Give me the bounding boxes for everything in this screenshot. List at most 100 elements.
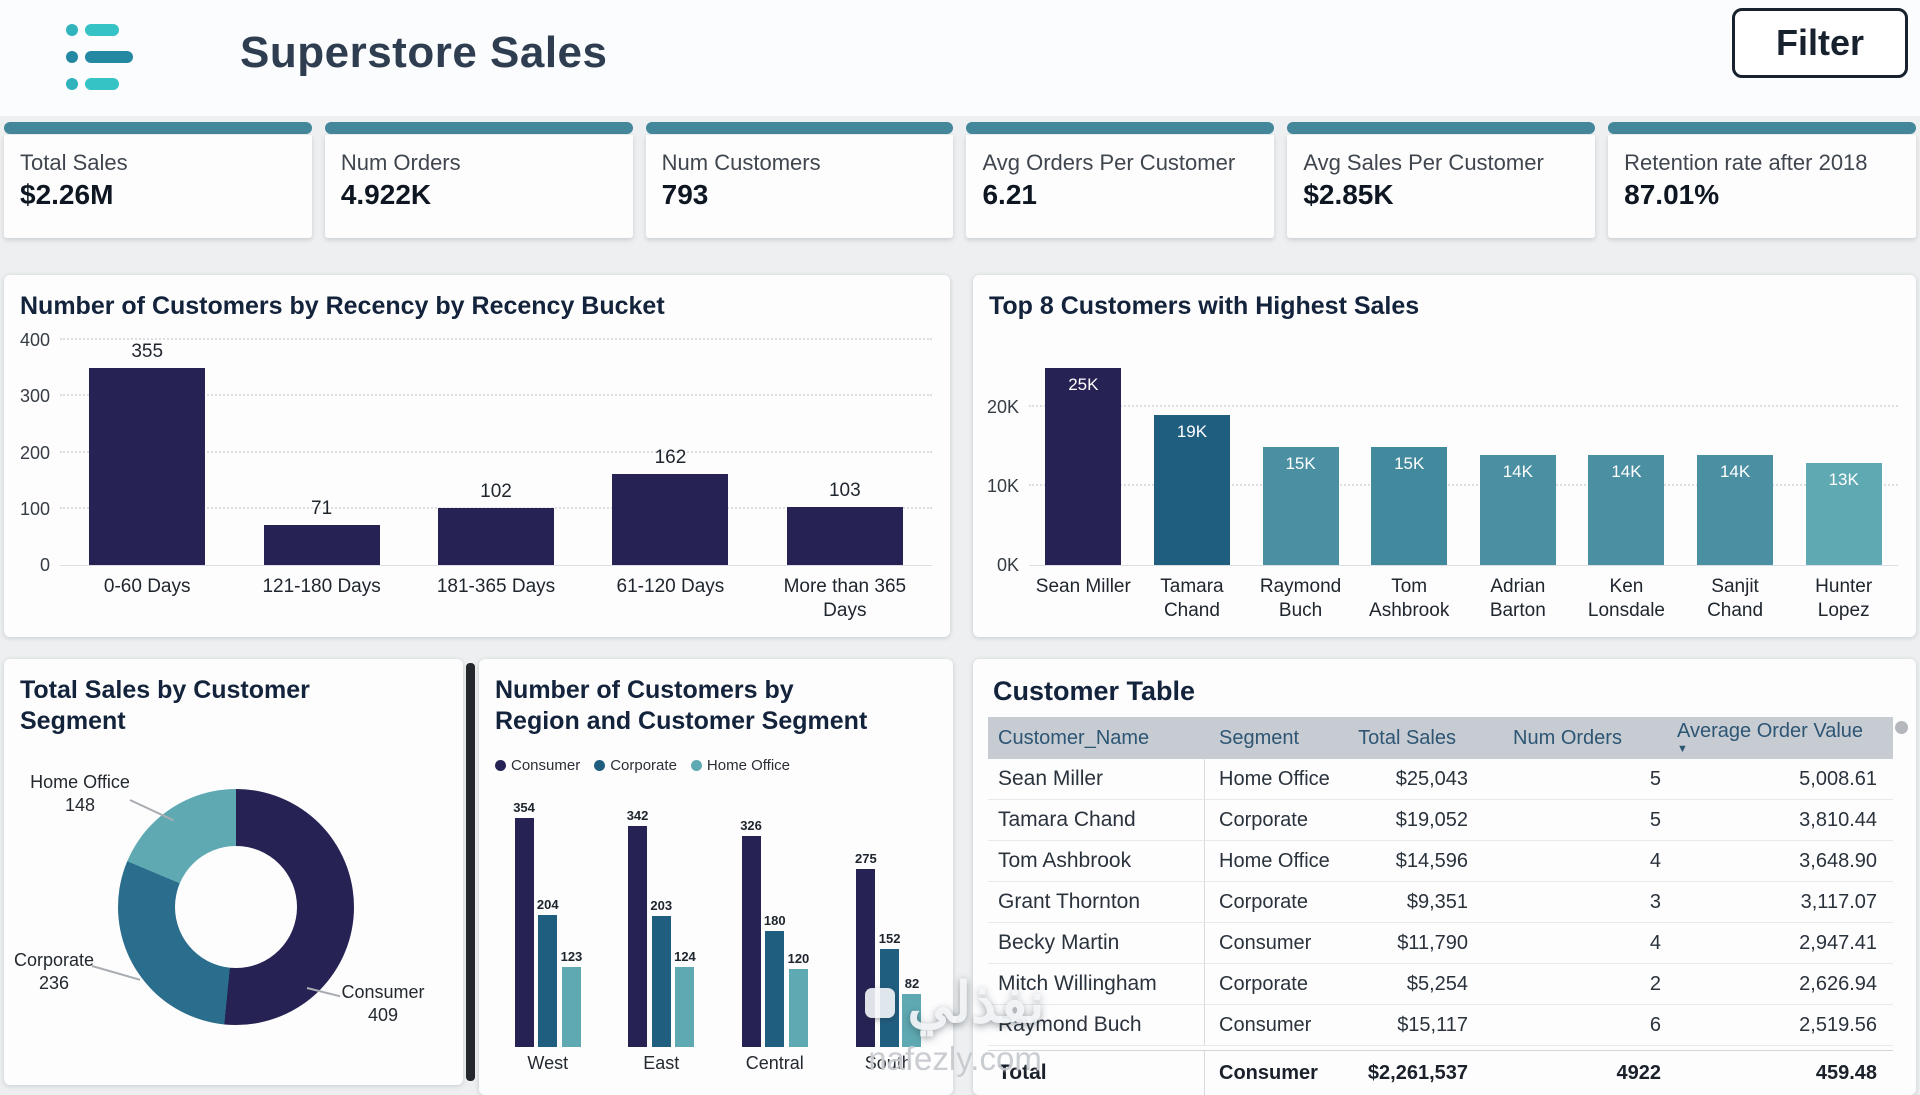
table-row[interactable]: Grant Thornton Corporate $9,351 3 3,117.07	[988, 882, 1893, 923]
bar-tamara-chand[interactable]: 19K	[1153, 415, 1230, 565]
table-cell: 2,947.41	[1799, 931, 1877, 954]
bar-value-label: 180	[763, 912, 786, 928]
column-header-customer-name[interactable]: Customer_Name	[998, 726, 1150, 749]
bar-column: 15K	[1355, 335, 1464, 565]
bar-value-label: 203	[650, 897, 673, 913]
bar-tom-ashbrook[interactable]: 15K	[1371, 446, 1448, 565]
kpi-card-total-sales: Total Sales $2.26M	[4, 122, 312, 238]
table-row[interactable]: Mitch Willingham Corporate $5,254 2 2,626.94	[988, 964, 1893, 1005]
column-header-average-order-value[interactable]: Average Order Value ▼	[1665, 717, 1893, 759]
table-row[interactable]: Tamara Chand Corporate $19,052 5 3,810.44	[988, 800, 1893, 841]
table-cell: Corporate	[1219, 972, 1308, 995]
table-cell: $25,043	[1395, 767, 1468, 790]
bar-west-consumer[interactable]	[514, 818, 534, 1047]
column-header-num-orders[interactable]: Num Orders	[1513, 726, 1622, 749]
table-row[interactable]: Tom Ashbrook Home Office $14,596 4 3,648.90	[988, 841, 1893, 882]
bar-value-label: 102	[480, 480, 512, 502]
table-cell: 4	[1649, 931, 1661, 954]
bar-value-label: 120	[787, 951, 810, 967]
segment-donut-card: Total Sales by Customer Segment Home Off…	[4, 659, 463, 1085]
kpi-card-num-orders: Num Orders 4.922K	[324, 122, 633, 238]
kpi-accent-strip	[4, 122, 312, 134]
bar-raymond-buch[interactable]: 15K	[1262, 446, 1339, 565]
bar-south-corporate[interactable]	[880, 948, 900, 1047]
bar-east-home-office[interactable]	[675, 966, 695, 1047]
chart-title: Top 8 Customers with Highest Sales	[989, 292, 1420, 320]
bar-61-120-days[interactable]	[612, 473, 729, 565]
legend-item-consumer[interactable]: Consumer	[495, 757, 580, 774]
table-cell: 3,810.44	[1799, 808, 1877, 831]
grouped-bar-column: 82	[902, 976, 922, 1047]
table-cell: 3,648.90	[1799, 849, 1877, 872]
y-axis-tick: 100	[19, 498, 50, 519]
kpi-value: 6.21	[982, 179, 1037, 210]
total-segment: Consumer	[1219, 1061, 1318, 1084]
donut-label-home-office: Home Office 148	[20, 771, 140, 818]
kpi-label: Retention rate after 2018	[1624, 150, 1868, 175]
bar-column: 14K	[1464, 335, 1573, 565]
x-axis-label: Central	[745, 1053, 804, 1073]
chart-title: Number of Customers by Recency by Recenc…	[20, 292, 665, 320]
column-header-segment[interactable]: Segment	[1219, 726, 1300, 749]
bar-value-label: 124	[674, 948, 696, 964]
bar-west-corporate[interactable]	[538, 915, 558, 1047]
kpi-label: Avg Sales Per Customer	[1303, 150, 1544, 175]
table-row[interactable]: Sean Miller Home Office $25,043 5 5,008.61	[988, 759, 1893, 800]
bar-adrian-barton[interactable]: 14K	[1479, 454, 1556, 565]
table-cell: 2,626.94	[1799, 972, 1877, 995]
bar-hunter-lopez[interactable]: 13K	[1805, 462, 1882, 565]
bar-column: 103	[758, 341, 932, 565]
bar-value-label: 162	[654, 446, 687, 468]
bar-0-60-days[interactable]	[89, 368, 206, 565]
table-row[interactable]: Raymond Buch Consumer $15,117 6 2,519.56	[988, 1005, 1893, 1046]
table-row[interactable]: Becky Martin Consumer $11,790 4 2,947.41	[988, 923, 1893, 964]
gridline	[60, 394, 932, 397]
logo-dot	[66, 24, 78, 36]
x-axis-label: More than 365 Days	[783, 576, 907, 621]
bar-sean-miller[interactable]: 25K	[1045, 367, 1122, 565]
bar-central-home-office[interactable]	[788, 969, 808, 1047]
kpi-body: Avg Orders Per Customer 6.21	[966, 135, 1275, 238]
bar-ken-lonsdale[interactable]: 14K	[1588, 454, 1665, 565]
bar-more-than-365-days[interactable]	[786, 507, 903, 565]
filter-button[interactable]: Filter	[1732, 8, 1908, 78]
bar-column: 71	[234, 341, 408, 565]
table-cell: 4	[1649, 849, 1661, 872]
table-scrollbar-thumb[interactable]	[1895, 721, 1908, 734]
kpi-body: Num Orders 4.922K	[324, 135, 633, 238]
bar-sanjit-chand[interactable]: 14K	[1697, 454, 1774, 565]
bar-east-consumer[interactable]	[628, 825, 648, 1047]
total-orders: 4922	[1616, 1061, 1662, 1084]
bar-value-label: 82	[904, 976, 920, 991]
bar-column: 14K	[1681, 335, 1790, 565]
grouped-bar-column: 342	[627, 808, 648, 1047]
bar-value-label: 354	[513, 800, 535, 815]
legend-item-corporate[interactable]: Corporate	[594, 757, 677, 774]
kpi-body: Retention rate after 2018 87.01%	[1608, 135, 1916, 238]
logo-bar	[85, 51, 133, 63]
bar-west-home-office[interactable]	[561, 967, 581, 1047]
kpi-accent-strip	[1287, 122, 1596, 134]
legend-item-home-office[interactable]: Home Office	[690, 757, 790, 774]
chart-title: Number of Customers by Region and Custom…	[495, 676, 868, 735]
bar-south-home-office[interactable]	[902, 994, 922, 1047]
bar-121-180-days[interactable]	[263, 525, 380, 565]
vertical-scrollbar[interactable]	[466, 663, 475, 1081]
chart-legend: Consumer Corporate Home Office	[495, 757, 790, 774]
legend-label: Home Office	[706, 757, 790, 774]
donut-hole	[175, 846, 297, 968]
grouped-bar-column: 354	[513, 800, 535, 1047]
bar-east-corporate[interactable]	[651, 915, 671, 1047]
gridline	[1029, 484, 1898, 487]
kpi-label: Num Customers	[661, 150, 821, 175]
bar-central-corporate[interactable]	[765, 930, 785, 1047]
total-average-order-value: 459.48	[1815, 1061, 1877, 1084]
x-axis-label: East	[643, 1053, 680, 1073]
bar-181-365-days[interactable]	[438, 507, 555, 565]
kpi-label: Num Orders	[340, 150, 461, 175]
column-header-total-sales[interactable]: Total Sales	[1358, 726, 1456, 749]
bar-south-consumer[interactable]	[856, 869, 876, 1047]
table-cell: Corporate	[1219, 890, 1308, 913]
table-cell: 5,008.61	[1799, 767, 1877, 790]
bar-central-consumer[interactable]	[741, 836, 761, 1047]
